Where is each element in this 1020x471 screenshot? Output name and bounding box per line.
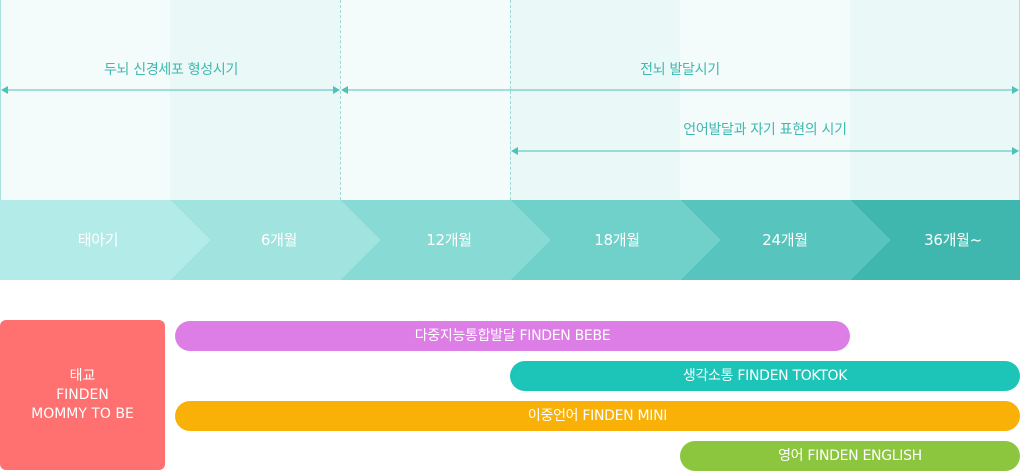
divider-12m <box>340 0 341 200</box>
range-arrow-brain-cell <box>1 86 340 94</box>
range-arrow-whole-brain <box>341 86 1019 94</box>
prenatal-program-box[interactable]: 태교 FINDEN MOMMY TO BE <box>0 320 165 470</box>
prenatal-line-1: 태교 <box>69 367 96 384</box>
stage-chevron-18m <box>510 200 720 280</box>
range-label-brain-cell: 두뇌 신경세포 형성시기 <box>103 62 239 78</box>
range-label-language: 언어발달과 자기 표현의 시기 <box>683 122 847 138</box>
timeline-column-12m <box>340 0 510 200</box>
stage-chevrons <box>0 200 1020 280</box>
stage-label-prenatal: 태아기 <box>77 231 119 249</box>
prenatal-line-3: MOMMY TO BE <box>31 405 134 422</box>
timeline-left-border <box>0 0 1 200</box>
program-bar-english[interactable]: 영어 FINDEN ENGLISH <box>680 441 1020 471</box>
stage-label-18m: 18개월 <box>594 231 640 249</box>
program-bar-toktok[interactable]: 생각소통 FINDEN TOKTOK <box>510 361 1020 391</box>
stage-chevron-12m <box>340 200 550 280</box>
stage-band: 태아기 6개월 12개월 18개월 24개월 36개월~ <box>0 200 1020 280</box>
stage-label-6m: 6개월 <box>260 231 298 249</box>
prenatal-line-2: FINDEN <box>56 386 109 403</box>
stage-chevron-6m <box>170 200 380 280</box>
stage-label-36m: 36개월~ <box>924 231 982 249</box>
stage-label-12m: 12개월 <box>426 231 472 249</box>
stage-label-24m: 24개월 <box>762 231 808 249</box>
stage-chevron-prenatal <box>0 200 210 280</box>
range-label-whole-brain: 전뇌 발달시기 <box>640 62 720 78</box>
stage-chevron-36m <box>850 200 1020 280</box>
program-bar-mini[interactable]: 이중언어 FINDEN MINI <box>175 401 1020 431</box>
timeline-column-6m <box>170 0 340 200</box>
stage-chevron-24m <box>680 200 890 280</box>
timeline-column-18m <box>510 0 680 200</box>
divider-18m <box>510 0 511 200</box>
range-arrow-language <box>511 147 1019 155</box>
program-bar-bebe[interactable]: 다중지능통합발달 FINDEN BEBE <box>175 321 850 351</box>
timeline-column-24m <box>680 0 850 200</box>
timeline-column-prenatal <box>0 0 170 200</box>
timeline-column-36m <box>850 0 1020 200</box>
